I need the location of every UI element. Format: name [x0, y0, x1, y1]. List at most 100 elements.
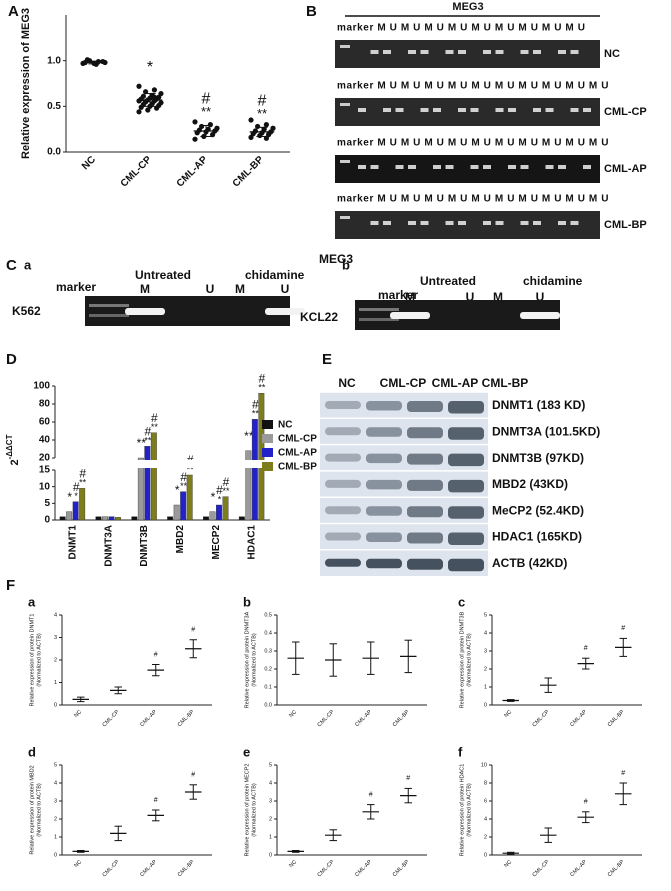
blot-band [366, 506, 402, 516]
gel-image [335, 155, 600, 183]
bar [251, 419, 258, 521]
blot-band [448, 479, 484, 493]
blot-band [325, 532, 361, 541]
data-point [194, 130, 200, 136]
x-tick-label: NC [503, 859, 513, 869]
significance-mark: ** [258, 383, 266, 393]
y-axis-label: Relative expression of protein DNMT3B [459, 611, 465, 708]
blot-band [366, 558, 402, 569]
gel-band [458, 50, 466, 54]
significance-mark: # [406, 775, 410, 782]
bar [238, 516, 245, 521]
y-tick-label: 2 [484, 666, 487, 672]
significance-mark: ** [222, 486, 230, 496]
panel-label: B [306, 3, 317, 20]
data-point [136, 98, 142, 104]
x-tick-label: CML-CP [102, 859, 121, 878]
significance-mark: # [621, 625, 625, 632]
bar [167, 516, 174, 521]
significance-mark: # [151, 411, 158, 425]
gel-band [390, 312, 430, 319]
y-tick-label: 0.5 [264, 612, 272, 618]
x-tick-label: CML-CP [317, 709, 336, 728]
gel-band [445, 221, 454, 225]
sub-label: b [342, 257, 350, 272]
sub-label: d [28, 744, 36, 759]
data-point [210, 132, 216, 138]
gel-band [583, 108, 591, 112]
blot-band [325, 427, 361, 436]
bar [186, 474, 193, 521]
y-tick-label: 1 [54, 834, 57, 840]
blot-band [448, 401, 484, 414]
x-tick-label: NC [288, 859, 298, 869]
y-tick-label: 0.2 [264, 666, 272, 672]
significance-mark: * [67, 490, 72, 504]
gel-band [265, 308, 305, 315]
bar [72, 501, 79, 521]
y-axis-label: Relative expression of MEG3 [20, 8, 32, 159]
gel-band [533, 221, 541, 225]
gel-band [445, 50, 454, 54]
x-tick-label: CML-BP [177, 709, 196, 728]
x-tick-label: CML-BP [231, 154, 267, 190]
y-label-exp: -ΔΔCT [5, 434, 14, 459]
gel-band [495, 50, 504, 54]
y-tick-label: 40 [39, 435, 51, 446]
y-tick-label: 0 [54, 852, 57, 858]
gel-band [470, 165, 479, 169]
y-tick-label: 0 [269, 852, 272, 858]
row-label: CML-AP [604, 163, 647, 175]
sub-label: f [458, 744, 463, 759]
bar [216, 504, 222, 521]
group-label: Untreated [135, 268, 191, 282]
significance-mark: * [218, 494, 222, 504]
blot-band [407, 479, 443, 491]
y-tick-label: 10 [39, 481, 51, 492]
gel-band [570, 108, 579, 112]
marker-band [359, 318, 399, 321]
lane-label: M [235, 282, 245, 296]
significance-mark: # [154, 797, 158, 804]
significance-mark: # [621, 770, 625, 777]
gel-band [125, 308, 165, 315]
x-tick-label: DNMT1 [68, 525, 79, 560]
group-label: chidamine [523, 274, 583, 288]
marker-band [89, 304, 129, 307]
gel-image [335, 211, 600, 239]
x-tick-label: NC [503, 709, 513, 719]
bar [59, 516, 66, 521]
sub-label: c [458, 594, 465, 609]
significance-mark: # [258, 371, 265, 385]
gel-image [85, 296, 290, 326]
legend-swatch [262, 434, 273, 443]
blot-band [325, 506, 361, 515]
legend-label: CML-CP [278, 434, 317, 445]
significance-mark: ** [151, 422, 159, 432]
group-label: chidamine [245, 268, 305, 282]
gel-band [358, 108, 366, 112]
data-point [192, 119, 198, 125]
significance-mark: # [252, 397, 259, 411]
lane-label: M [140, 282, 150, 296]
bar [102, 516, 108, 521]
x-tick-label: NC [73, 859, 83, 869]
gel-image [335, 40, 600, 68]
significance-mark: * [147, 59, 153, 76]
cell-label: KCL22 [300, 310, 338, 324]
x-tick-label: CML-AP [569, 709, 588, 728]
gel-band [495, 108, 504, 112]
lane-label: M [493, 290, 503, 304]
data-point [201, 133, 207, 140]
legend-label: CML-BP [278, 462, 317, 473]
gel-band [370, 165, 379, 169]
gel-band [520, 50, 529, 54]
data-point [138, 104, 144, 110]
panel-label: F [6, 577, 15, 594]
data-point [82, 59, 88, 66]
y-tick-label: 4 [269, 780, 272, 786]
significance-mark: # [191, 627, 195, 634]
sub-label: a [24, 257, 32, 272]
marker-band [359, 308, 399, 311]
gel-band [370, 221, 379, 225]
